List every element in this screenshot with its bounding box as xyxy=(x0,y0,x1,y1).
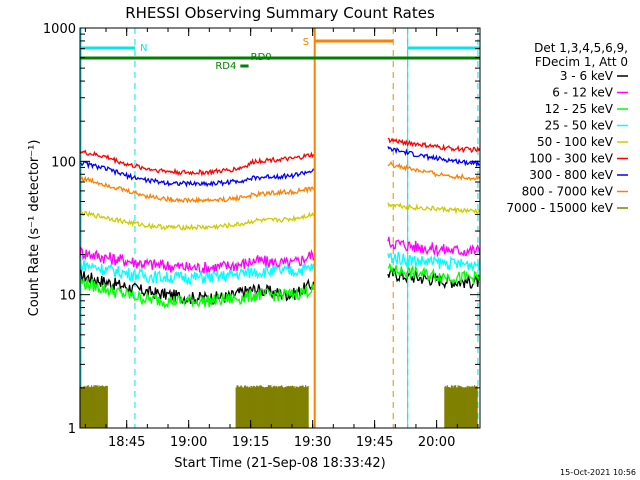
decimation-label-rd4: RD4 xyxy=(215,61,236,72)
saa-label: S xyxy=(303,37,309,48)
legend-entry-0: 3 - 6 keV xyxy=(560,69,614,83)
series-line-0-1 xyxy=(387,267,481,290)
y-tick-label-2: 100 xyxy=(51,155,76,170)
legend-entry-1: 6 - 12 keV xyxy=(552,86,614,100)
x-tick-label-1: 19:00 xyxy=(170,435,207,450)
y-tick-label-3: 1000 xyxy=(43,22,76,37)
series-line-7-1 xyxy=(387,161,481,182)
legend-entry-4: 50 - 100 keV xyxy=(537,135,614,149)
x-tick-label-3: 19:30 xyxy=(294,435,331,450)
legend-header-1: FDecim 1, Att 0 xyxy=(535,55,628,69)
x-tick-label-0: 18:45 xyxy=(108,435,145,450)
series-line-4-1 xyxy=(387,202,481,215)
series-line-5-0 xyxy=(79,149,315,177)
series-line-5-1 xyxy=(387,137,481,154)
series-line-6-1 xyxy=(387,146,480,168)
series-line-2-1 xyxy=(387,263,481,286)
x-tick-label-5: 20:00 xyxy=(418,435,455,450)
series-line-4-0 xyxy=(79,210,315,231)
legend-entry-7: 800 - 7000 keV xyxy=(522,185,614,199)
series-line-2-0 xyxy=(79,277,315,309)
legend-entry-6: 300 - 800 keV xyxy=(529,168,613,182)
legend-header-0: Det 1,3,4,5,6,9, xyxy=(534,41,628,55)
night-label: N xyxy=(140,43,147,54)
x-axis-label: Start Time (21-Sep-08 18:33:42) xyxy=(174,456,385,471)
chart-title: RHESSI Observing Summary Count Rates xyxy=(125,4,435,22)
plot-frame xyxy=(79,27,481,429)
series-line-3-1 xyxy=(387,251,481,271)
timestamp: 15-Oct-2021 10:56 xyxy=(560,468,636,477)
series-line-3-0 xyxy=(79,259,315,286)
y-axis-label: Count Rate (s⁻¹ detector⁻¹) xyxy=(27,140,42,317)
series-line-1-0 xyxy=(79,246,315,275)
legend-entry-2: 12 - 25 keV xyxy=(545,102,614,116)
legend-entry-3: 25 - 50 keV xyxy=(545,119,614,133)
legend-entry-8: 7000 - 15000 keV xyxy=(506,201,613,215)
x-tick-label-4: 19:45 xyxy=(356,435,393,450)
series-line-7-0 xyxy=(79,175,315,204)
legend-entry-5: 100 - 300 keV xyxy=(529,152,613,166)
decimation-label-rd0: RD0 xyxy=(251,52,272,63)
x-tick-label-2: 19:15 xyxy=(232,435,269,450)
legend: Det 1,3,4,5,6,9,FDecim 1, Att 03 - 6 keV… xyxy=(506,41,628,215)
series-line-1-1 xyxy=(387,236,481,258)
series-line-6-0 xyxy=(79,160,315,188)
y-tick-label-1: 10 xyxy=(59,289,76,304)
y-tick-label-0: 1 xyxy=(68,422,76,437)
